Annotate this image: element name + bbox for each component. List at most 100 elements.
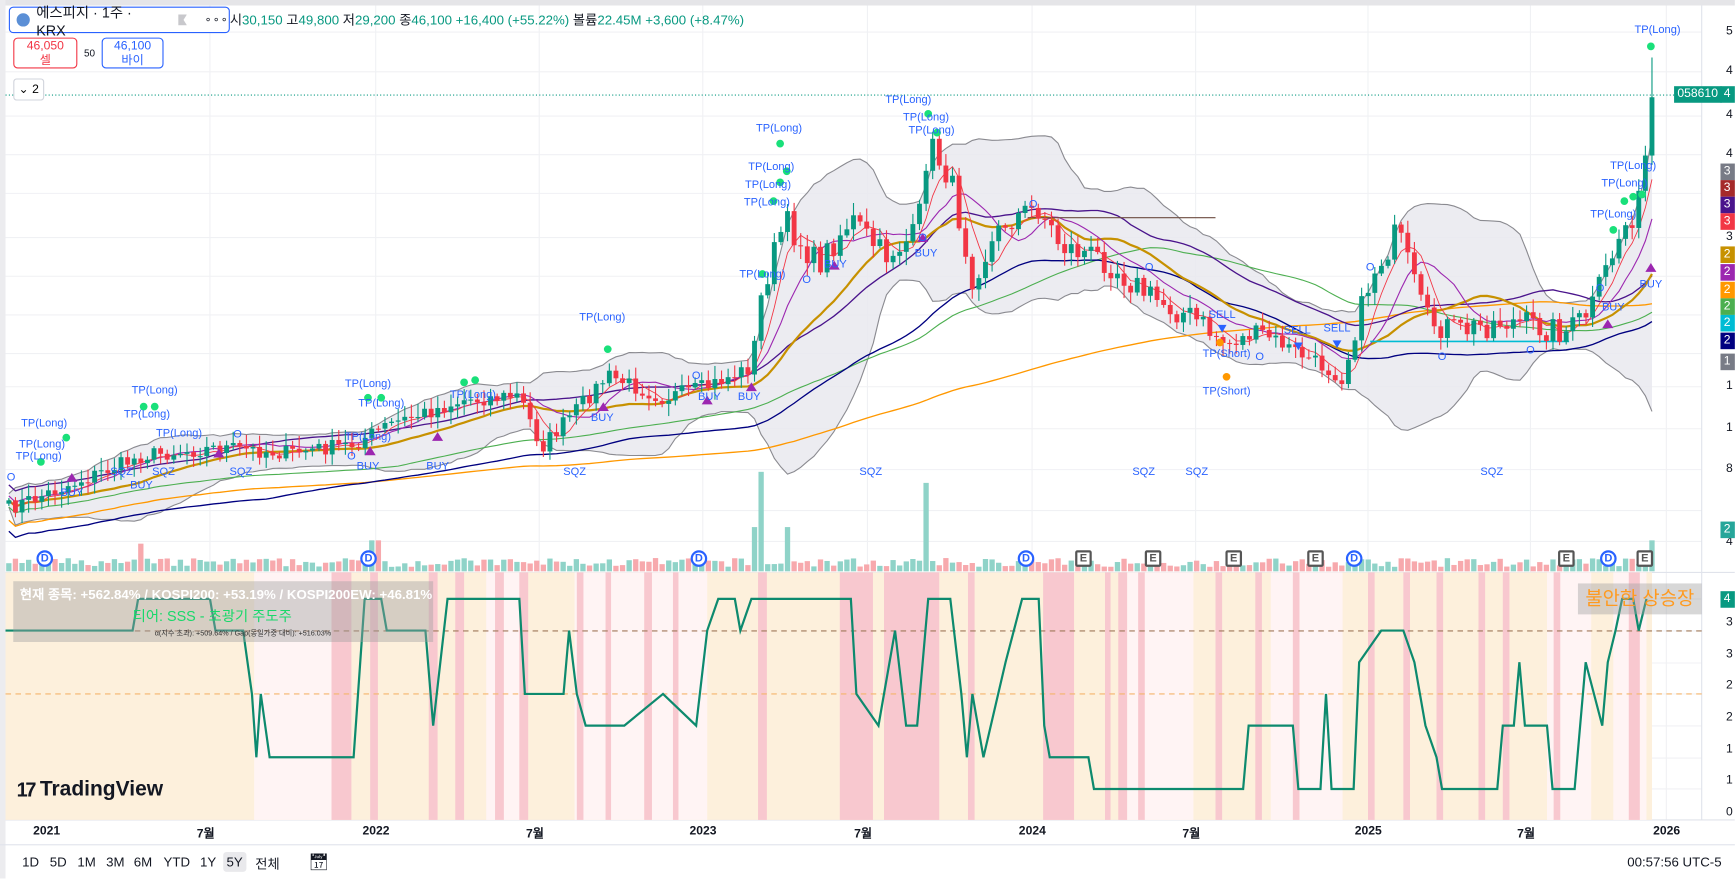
tp-long-label[interactable]: TP(Long) [744, 179, 792, 192]
tradingview-logo[interactable]: 17 TradingView [17, 778, 164, 802]
squeeze-label[interactable]: SQZ [1185, 466, 1209, 479]
signal-o-label[interactable]: O [802, 274, 811, 287]
buy-label[interactable]: BUY [914, 247, 938, 260]
signal-o-label[interactable]: O [918, 232, 927, 245]
tp-long-label[interactable]: TP(Long) [908, 124, 955, 138]
tp-long-label[interactable]: TP(Long) [123, 408, 170, 422]
range-button-3M[interactable]: 3M [106, 854, 125, 870]
dividend-event-icon[interactable]: D [360, 550, 377, 567]
tp-long-label[interactable]: TP(Long) [344, 430, 391, 444]
signal-o-label[interactable]: O [1437, 351, 1447, 364]
range-button-전체[interactable]: 전체 [255, 856, 280, 872]
squeeze-label[interactable]: SQZ [229, 466, 253, 479]
volume-bar [1530, 566, 1536, 572]
candle-body [250, 446, 256, 449]
signal-o-label[interactable]: O [233, 428, 242, 441]
squeeze-label[interactable]: SQZ [563, 466, 586, 479]
tp-long-label[interactable]: TP(Long) [885, 93, 932, 107]
buy-label[interactable]: BUY [1639, 278, 1663, 291]
earnings-event-icon[interactable]: E [1307, 550, 1324, 567]
dividend-event-icon[interactable]: D [1600, 550, 1617, 567]
candle-body [1543, 335, 1549, 341]
tp-long-label[interactable]: TP(Long) [131, 384, 178, 397]
buy-label[interactable]: BUY [590, 412, 614, 425]
squeeze-label[interactable]: SQZ [859, 466, 883, 479]
range-button-1D[interactable]: 1D [22, 854, 40, 870]
squeeze-label[interactable]: SQZ [152, 466, 175, 479]
signal-o-label[interactable]: O [1526, 344, 1535, 357]
clock[interactable]: 00:57:56 UTC-5 [1627, 854, 1722, 870]
squeeze-label[interactable]: SQZ [110, 466, 133, 479]
tp-long-label[interactable]: TP(Long) [902, 111, 950, 124]
goto-date-calendar-icon[interactable]: 📅︎ [308, 853, 330, 872]
tp-long-label[interactable]: TP(Long) [344, 377, 391, 391]
tp-long-label[interactable]: TP(Long) [15, 450, 62, 463]
tp-long-label[interactable]: TP(Long) [358, 397, 405, 410]
tp-long-label[interactable]: TP(Long) [18, 438, 66, 451]
range-button-6M[interactable]: 6M [133, 854, 153, 870]
tp-short-label[interactable]: TP(Short) [1202, 385, 1251, 398]
tp-long-label[interactable]: TP(Long) [21, 417, 68, 430]
buy-label[interactable]: BUY [1601, 301, 1625, 314]
sell-label[interactable]: SELL [1208, 309, 1236, 322]
sell-label[interactable]: SELL [1323, 322, 1351, 335]
earnings-event-icon[interactable]: E [1225, 550, 1243, 567]
range-button-YTD[interactable]: YTD [163, 854, 191, 870]
buy-label[interactable]: BUY [60, 487, 84, 500]
signal-o-label[interactable]: O [6, 471, 16, 484]
signal-o-label[interactable]: O [1365, 261, 1375, 275]
range-button-5D[interactable]: 5D [49, 854, 67, 870]
tp-long-label[interactable]: TP(Long) [1590, 208, 1637, 221]
buy-label[interactable]: BUY [737, 391, 761, 404]
flag-icon[interactable] [178, 14, 187, 26]
dividend-event-icon[interactable]: D [36, 550, 54, 567]
sell-button[interactable]: 46,050 셀 [13, 37, 78, 69]
signal-o-label[interactable]: O [1144, 261, 1154, 275]
candle-body [184, 452, 190, 454]
earnings-event-icon[interactable]: E [1558, 550, 1575, 567]
candle-body [1075, 244, 1081, 258]
volume-bar [1095, 564, 1101, 572]
symbol-legend[interactable]: 에스피지 · 1주 · KRX ∘∘∘ [8, 4, 230, 39]
tp-long-label[interactable]: TP(Long) [743, 196, 790, 209]
signal-o-label[interactable]: O [347, 450, 356, 463]
buy-button[interactable]: 46,100 바이 [101, 37, 164, 69]
signal-o-label[interactable]: O [691, 370, 701, 383]
tp-long-label[interactable]: TP(Long) [748, 161, 795, 174]
buy-label[interactable]: BUY [426, 460, 449, 473]
candle-body [1524, 312, 1530, 321]
buy-label[interactable]: BUY [356, 460, 380, 473]
range-button-5Y[interactable]: 5Y [223, 851, 247, 872]
tp-long-label[interactable]: TP(Long) [1601, 177, 1648, 191]
tp-long-label[interactable]: TP(Long) [1610, 160, 1657, 173]
signal-o-label[interactable]: O [1255, 351, 1264, 364]
tp-long-label[interactable]: TP(Long) [449, 388, 496, 402]
buy-label[interactable]: BUY [824, 258, 847, 271]
dividend-event-icon[interactable]: D [1345, 550, 1363, 567]
dividend-event-icon[interactable]: D [1017, 550, 1035, 567]
dividend-event-icon[interactable]: D [690, 550, 708, 567]
earnings-event-icon[interactable]: E [1075, 550, 1092, 567]
tp-long-label[interactable]: TP(Long) [155, 427, 203, 440]
symbol-name[interactable]: 에스피지 · 1주 · KRX [36, 4, 132, 39]
more-options-icon[interactable]: ∘∘∘ [204, 13, 229, 26]
squeeze-label[interactable]: SQZ [1132, 466, 1156, 479]
indicators-toggle[interactable]: ⌄ 2 [13, 78, 45, 101]
tp-long-label[interactable]: TP(Long) [755, 122, 803, 135]
buy-label[interactable]: BUY [698, 391, 721, 404]
range-button-1M[interactable]: 1M [77, 854, 96, 870]
tp-long-label[interactable]: TP(Long) [579, 311, 626, 324]
tp-long-label[interactable]: TP(Long) [1634, 24, 1681, 37]
tp-short-label[interactable]: TP(Short) [1202, 348, 1251, 361]
buy-label[interactable]: BUY [130, 479, 153, 492]
range-button-1Y[interactable]: 1Y [200, 854, 217, 870]
earnings-event-icon[interactable]: E [1636, 550, 1654, 567]
signal-o-label[interactable]: O [1595, 282, 1605, 296]
earnings-event-icon[interactable]: E [1144, 550, 1162, 567]
tp-long-label[interactable]: TP(Long) [739, 268, 786, 281]
squeeze-label[interactable]: SQZ [1480, 466, 1504, 479]
signal-o-label[interactable]: O [1028, 198, 1038, 212]
sell-label[interactable]: SELL [1283, 324, 1311, 338]
candle-body [290, 445, 296, 449]
